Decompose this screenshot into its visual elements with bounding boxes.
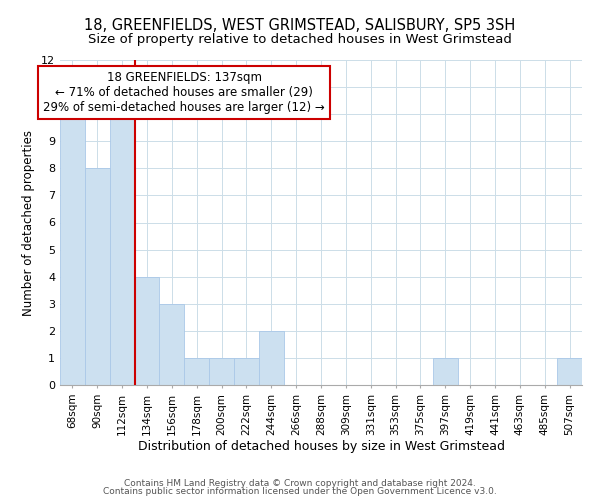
- Y-axis label: Number of detached properties: Number of detached properties: [22, 130, 35, 316]
- Bar: [234, 358, 259, 385]
- Bar: [60, 114, 85, 385]
- Text: Contains HM Land Registry data © Crown copyright and database right 2024.: Contains HM Land Registry data © Crown c…: [124, 478, 476, 488]
- Text: 18, GREENFIELDS, WEST GRIMSTEAD, SALISBURY, SP5 3SH: 18, GREENFIELDS, WEST GRIMSTEAD, SALISBU…: [85, 18, 515, 32]
- Bar: [259, 331, 284, 385]
- X-axis label: Distribution of detached houses by size in West Grimstead: Distribution of detached houses by size …: [137, 440, 505, 454]
- Bar: [110, 114, 134, 385]
- Bar: [557, 358, 582, 385]
- Bar: [134, 276, 160, 385]
- Bar: [85, 168, 110, 385]
- Bar: [209, 358, 234, 385]
- Text: Contains public sector information licensed under the Open Government Licence v3: Contains public sector information licen…: [103, 487, 497, 496]
- Bar: [184, 358, 209, 385]
- Bar: [160, 304, 184, 385]
- Text: Size of property relative to detached houses in West Grimstead: Size of property relative to detached ho…: [88, 32, 512, 46]
- Text: 18 GREENFIELDS: 137sqm
← 71% of detached houses are smaller (29)
29% of semi-det: 18 GREENFIELDS: 137sqm ← 71% of detached…: [43, 71, 325, 114]
- Bar: [433, 358, 458, 385]
